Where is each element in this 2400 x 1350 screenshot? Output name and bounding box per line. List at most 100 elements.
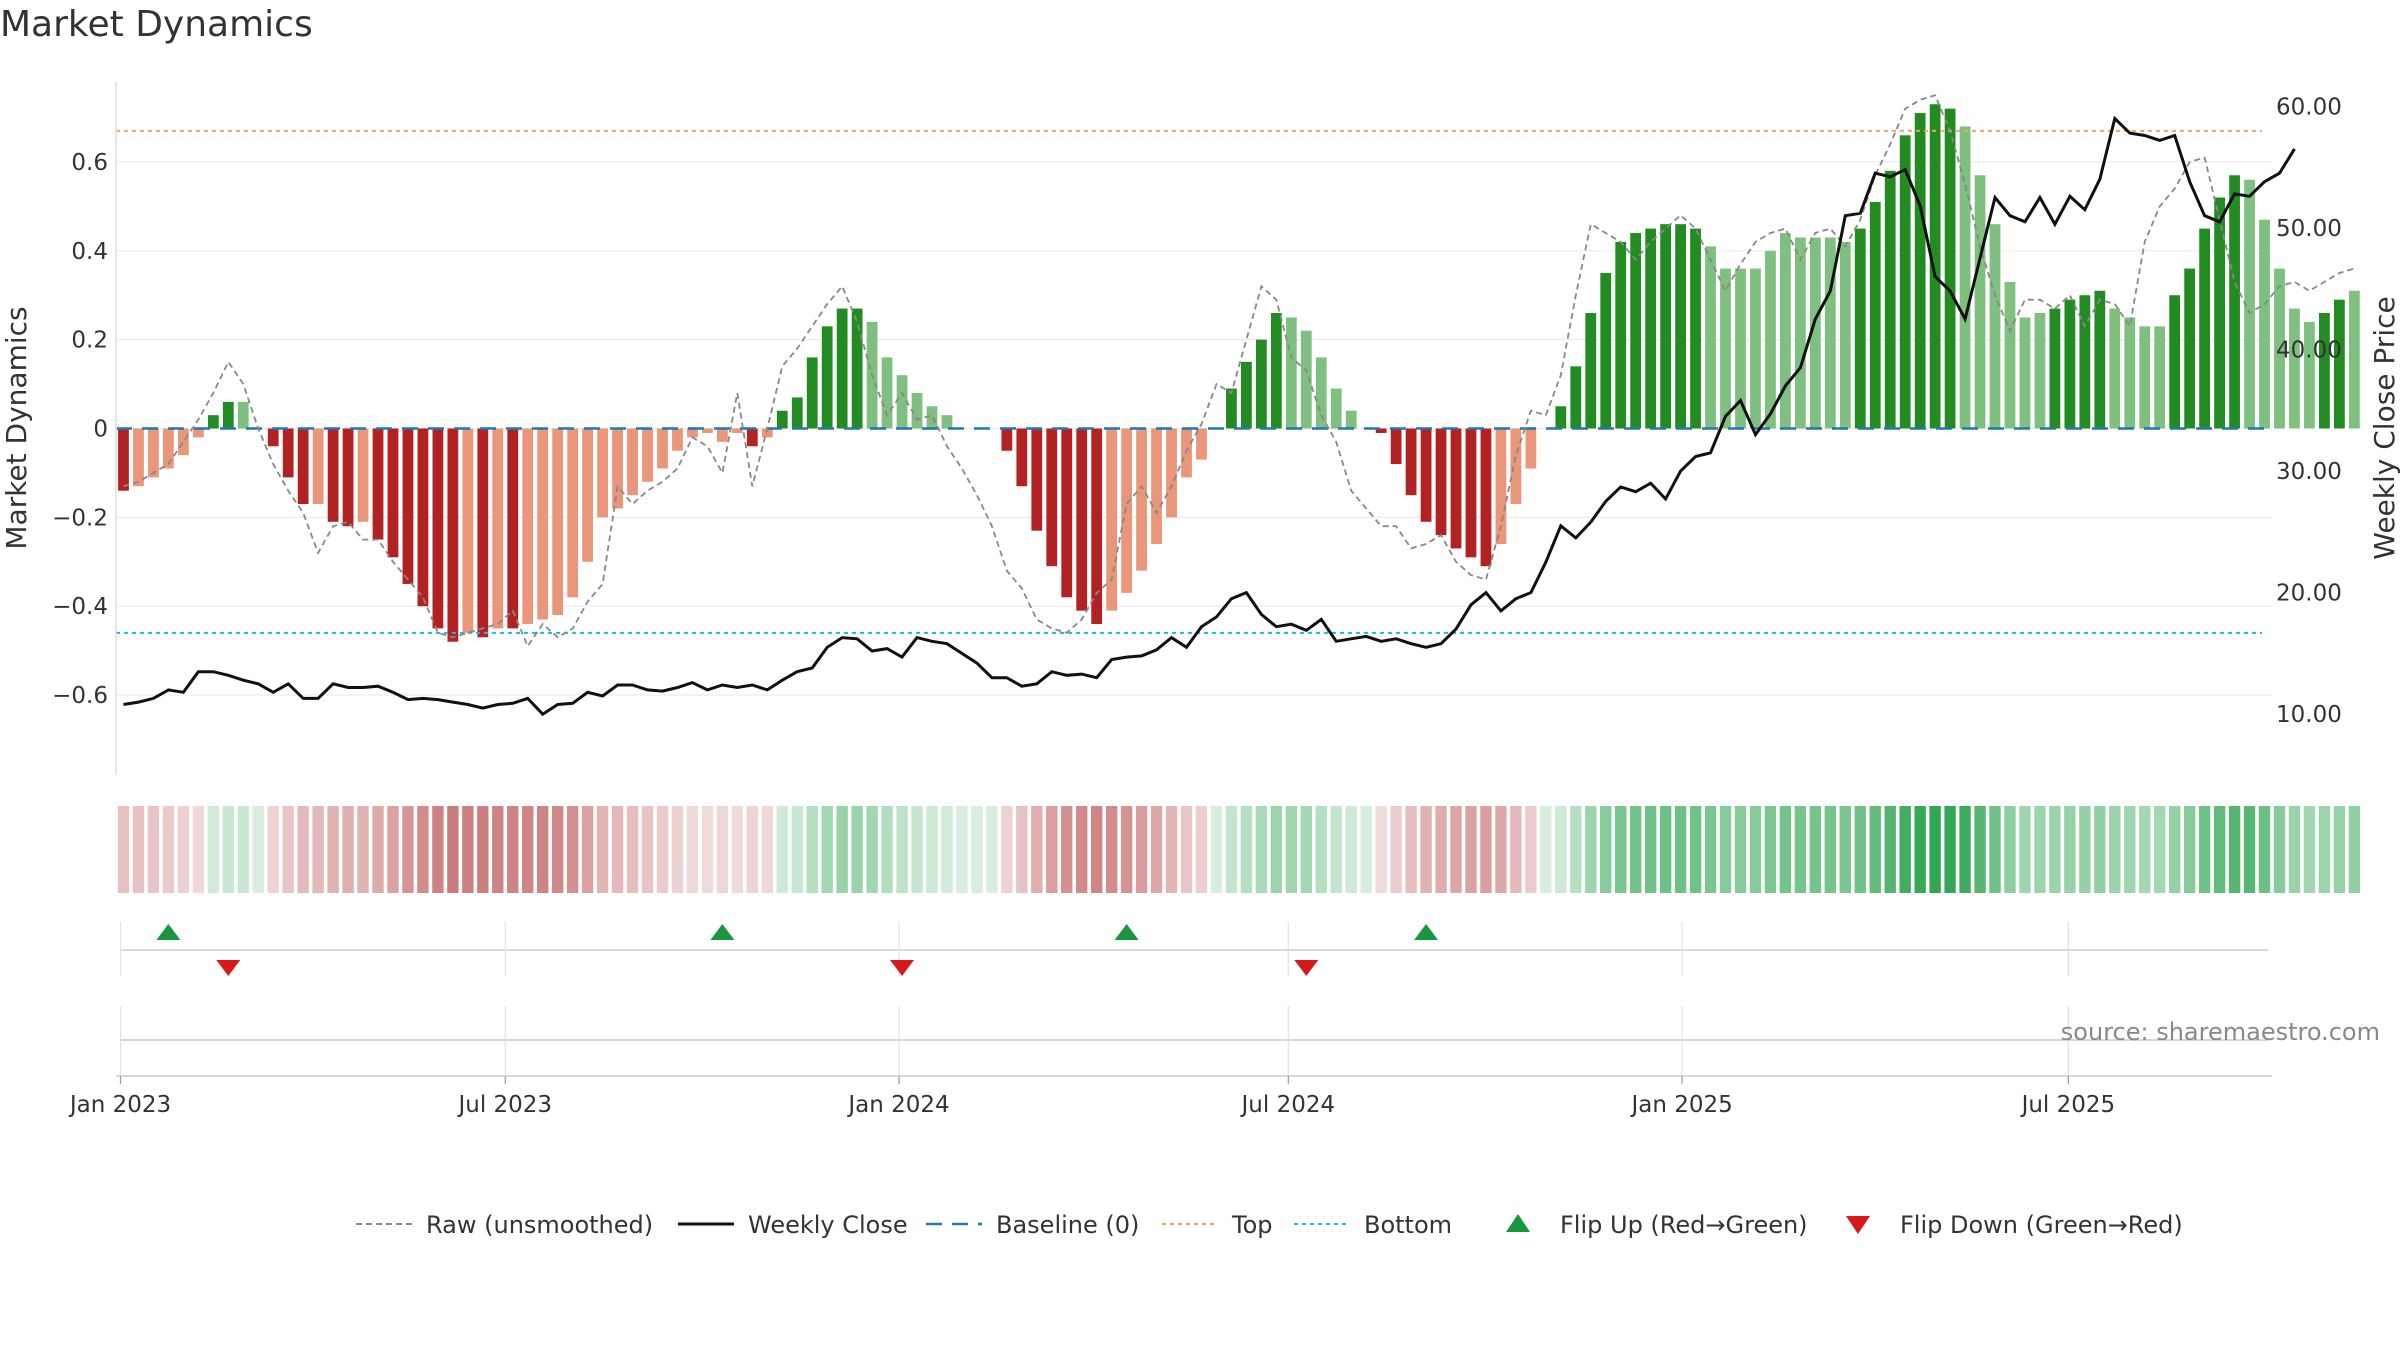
intensity-cell <box>522 806 534 893</box>
x-tick-label: Jan 2023 <box>68 1092 171 1118</box>
intensity-cell <box>1570 806 1582 893</box>
dynamics-bar <box>2049 308 2061 429</box>
intensity-cell <box>507 806 519 893</box>
dynamics-bar <box>2304 321 2315 429</box>
intensity-cell <box>641 806 654 893</box>
dynamics-bar <box>1690 228 1701 429</box>
dynamics-bar <box>1510 428 1522 505</box>
legend-label: Bottom <box>1364 1211 1452 1239</box>
dynamics-bar <box>896 375 908 429</box>
intensity-cell <box>492 806 504 893</box>
intensity-cell <box>1615 806 1627 893</box>
intensity-cell <box>1450 806 1462 893</box>
intensity-cell <box>716 806 729 893</box>
dynamics-bar <box>1480 428 1492 567</box>
dynamics-bar <box>1345 410 1357 429</box>
y2-tick-label: 40.00 <box>2276 337 2342 363</box>
intensity-cell <box>2109 806 2121 893</box>
intensity-cell <box>581 806 594 893</box>
intensity-cell <box>1749 806 1762 893</box>
dynamics-bar <box>612 428 623 509</box>
dynamics-bar <box>2034 313 2046 429</box>
dynamics-bar <box>1196 428 1207 460</box>
dynamics-bar <box>417 428 429 607</box>
intensity-cell <box>1944 806 1956 893</box>
dynamics-bar <box>731 428 743 433</box>
intensity-cell <box>776 806 788 893</box>
dynamics-bar <box>357 428 369 522</box>
dynamics-bar <box>1645 228 1657 429</box>
x-tick-label: Jan 2025 <box>1629 1092 1732 1118</box>
dynamics-bar <box>1914 113 1926 429</box>
intensity-cell <box>1300 806 1312 893</box>
intensity-cell <box>447 806 459 893</box>
dynamics-bar <box>1884 170 1896 429</box>
dynamics-bar <box>627 428 638 496</box>
dynamics-bar <box>2109 308 2121 429</box>
intensity-cell <box>1600 806 1612 893</box>
dynamics-bar <box>1750 268 1761 429</box>
dynamics-bar <box>1585 313 1597 429</box>
dynamics-bar <box>177 428 189 456</box>
dynamics-bar <box>582 428 594 562</box>
dynamics-bar <box>2229 175 2240 429</box>
intensity-cell <box>881 806 893 893</box>
intensity-cell <box>1495 806 1507 893</box>
legend-label: Flip Down (Green→Red) <box>1900 1211 2183 1239</box>
intensity-cell <box>132 806 145 893</box>
intensity-cell <box>611 806 624 893</box>
intensity-cell <box>252 806 264 893</box>
y2-axis-title: Weekly Close Price <box>2368 296 2400 559</box>
dynamics-bar <box>1465 428 1477 558</box>
intensity-cell <box>956 806 968 893</box>
intensity-cell <box>1734 806 1747 893</box>
intensity-cell <box>1435 806 1447 893</box>
intensity-cell <box>626 806 639 893</box>
y2-tick-label: 30.00 <box>2276 459 2342 485</box>
intensity-cell <box>2004 806 2016 893</box>
dynamics-bar <box>1675 224 1686 429</box>
dynamics-bar <box>192 428 204 438</box>
intensity-cell <box>2318 806 2331 893</box>
intensity-cell <box>1824 806 1837 893</box>
dynamics-bar <box>1735 268 1746 429</box>
dynamics-bar <box>672 428 683 451</box>
legend-label: Baseline (0) <box>996 1211 1139 1239</box>
intensity-cell <box>1480 806 1492 893</box>
intensity-cell <box>1031 806 1043 893</box>
intensity-cell <box>1135 806 1148 893</box>
legend: Raw (unsmoothed) Weekly Close Baseline (0)… <box>356 1211 2183 1239</box>
gridlines <box>116 161 2272 696</box>
flip-up-marker <box>710 924 735 940</box>
dynamics-bar <box>222 401 234 429</box>
intensity-cell <box>1390 806 1402 893</box>
intensity-cell <box>2213 806 2226 893</box>
intensity-cell <box>1540 806 1552 893</box>
intensity-cell <box>2139 806 2151 893</box>
intensity-cell <box>1465 806 1477 893</box>
intensity-cell <box>2094 806 2106 893</box>
dynamics-bar <box>492 428 504 629</box>
intensity-cell <box>806 806 818 893</box>
intensity-cell <box>1195 806 1208 893</box>
intensity-cell <box>941 806 953 893</box>
dynamics-bar <box>1869 201 1881 429</box>
y-tick-label: −0.6 <box>52 683 108 709</box>
y2-tick-label: 50.00 <box>2276 216 2342 242</box>
intensity-cell <box>551 806 564 893</box>
intensity-cell <box>1704 806 1717 893</box>
dynamics-bar <box>851 308 863 429</box>
intensity-cell <box>357 806 369 893</box>
intensity-cell <box>1764 806 1777 893</box>
dynamics-bar <box>567 428 579 598</box>
intensity-cell <box>2303 806 2316 893</box>
intensity-cell <box>267 806 279 893</box>
intensity-cell <box>1150 806 1163 893</box>
intensity-cell <box>1674 806 1687 893</box>
intensity-cell <box>1210 806 1223 893</box>
dynamics-bar <box>163 428 174 469</box>
dynamics-bar <box>1241 361 1252 429</box>
intensity-cell <box>1120 806 1133 893</box>
series-lines <box>116 94 2355 717</box>
y-tick-label: −0.4 <box>52 594 108 620</box>
